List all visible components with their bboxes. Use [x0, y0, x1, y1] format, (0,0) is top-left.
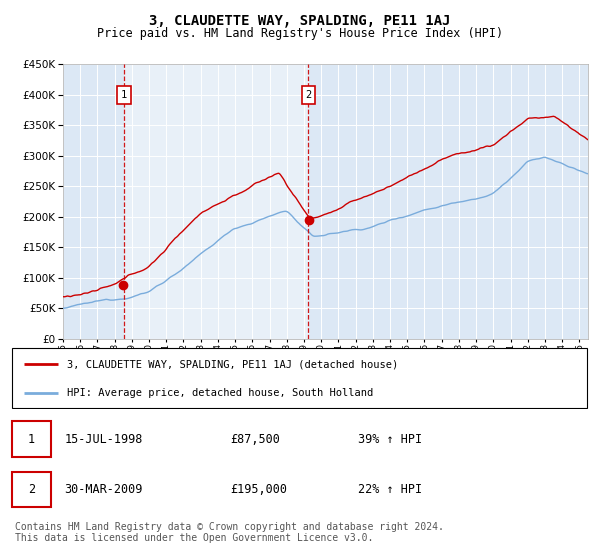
FancyBboxPatch shape: [12, 472, 52, 507]
Text: 1: 1: [121, 90, 127, 100]
Text: HPI: Average price, detached house, South Holland: HPI: Average price, detached house, Sout…: [67, 389, 373, 398]
Text: Contains HM Land Registry data © Crown copyright and database right 2024.
This d: Contains HM Land Registry data © Crown c…: [15, 521, 443, 543]
Text: Price paid vs. HM Land Registry's House Price Index (HPI): Price paid vs. HM Land Registry's House …: [97, 27, 503, 40]
Text: 2: 2: [305, 90, 311, 100]
Text: 39% ↑ HPI: 39% ↑ HPI: [358, 432, 422, 446]
Bar: [124, 64, 308, 339]
Text: 3, CLAUDETTE WAY, SPALDING, PE11 1AJ (detached house): 3, CLAUDETTE WAY, SPALDING, PE11 1AJ (de…: [67, 360, 398, 370]
Text: 3, CLAUDETTE WAY, SPALDING, PE11 1AJ: 3, CLAUDETTE WAY, SPALDING, PE11 1AJ: [149, 14, 451, 28]
FancyBboxPatch shape: [12, 348, 587, 408]
Text: 2: 2: [28, 483, 35, 496]
Text: 15-JUL-1998: 15-JUL-1998: [64, 432, 143, 446]
Text: 22% ↑ HPI: 22% ↑ HPI: [358, 483, 422, 496]
Text: £195,000: £195,000: [230, 483, 287, 496]
FancyBboxPatch shape: [12, 422, 52, 457]
Text: 1: 1: [28, 432, 35, 446]
Text: £87,500: £87,500: [230, 432, 280, 446]
Text: 30-MAR-2009: 30-MAR-2009: [64, 483, 143, 496]
